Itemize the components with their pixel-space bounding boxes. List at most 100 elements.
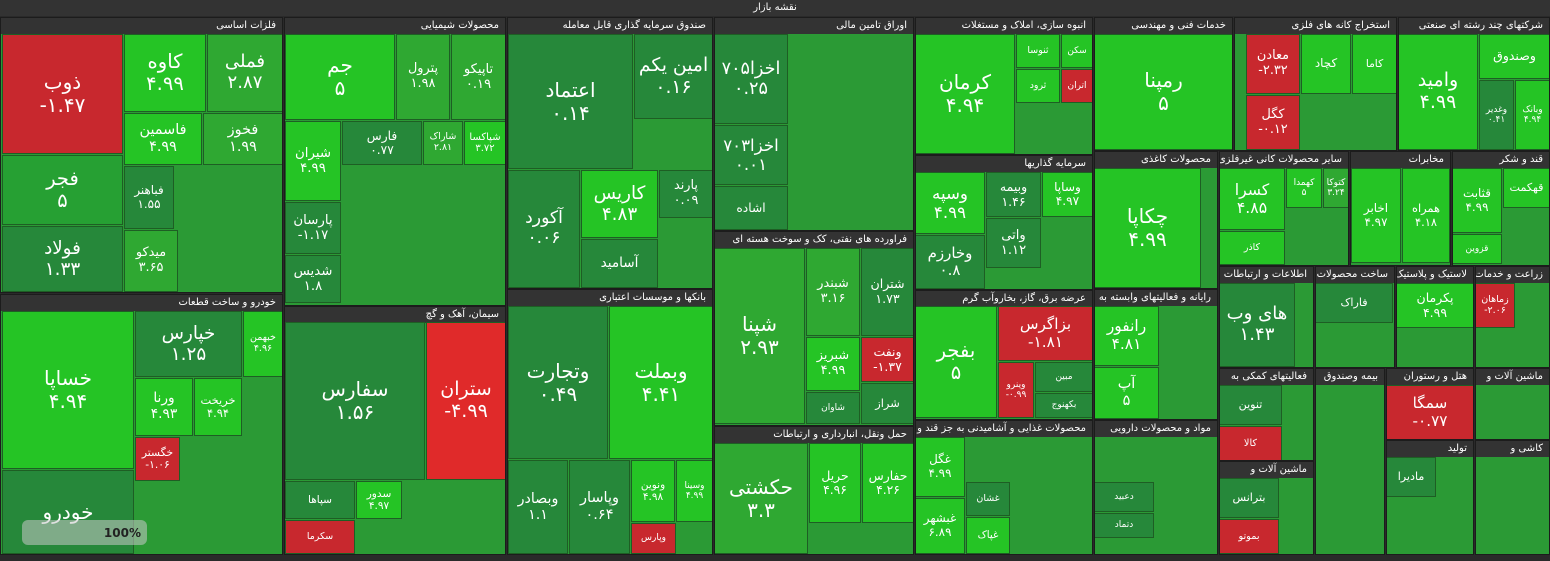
stock-tile[interactable]: سپاها (285, 481, 355, 519)
stock-tile[interactable]: پترول ۱.۹۸ (396, 34, 450, 120)
stock-tile[interactable]: های وب ۱.۴۳ (1220, 283, 1295, 367)
stock-tile[interactable]: سمگا -۰.۷۷ (1387, 385, 1473, 439)
stock-tile[interactable]: پارند ۰.۰۹ (659, 170, 712, 218)
stock-tile[interactable]: غبشهر ۶.۸۹ (916, 498, 965, 554)
stock-tile[interactable]: سکرما (285, 520, 355, 554)
stock-tile[interactable]: بفجر ۵ (916, 306, 997, 418)
stock-tile[interactable]: دعبید (1095, 482, 1154, 512)
stock-tile[interactable]: مادیرا (1387, 457, 1436, 497)
stock-tile[interactable]: آکورد ۰.۰۶ (508, 170, 580, 288)
zoom-control[interactable]: 100% (22, 520, 147, 545)
stock-tile[interactable]: سدور ۴.۹۷ (356, 481, 402, 519)
stock-tile[interactable]: ذوب -۱.۴۷ (2, 34, 123, 154)
stock-tile[interactable]: غشان (966, 482, 1010, 516)
stock-tile[interactable]: حفارس ۴.۲۶ (862, 443, 913, 523)
stock-tile[interactable]: خبهمن ۴.۹۶ (243, 311, 282, 377)
stock-tile[interactable]: وپارس (631, 523, 676, 554)
stock-tile[interactable]: فملی ۲.۸۷ (207, 34, 282, 112)
stock-tile[interactable]: اخابر ۴.۹۷ (1351, 168, 1401, 263)
stock-tile[interactable]: شتران ۱.۷۳ (861, 248, 913, 336)
stock-tile[interactable]: وتجارت ۰.۴۹ (508, 306, 608, 459)
stock-tile[interactable]: شبندر ۳.۱۶ (806, 248, 860, 336)
stock-tile[interactable]: شراز (861, 383, 913, 424)
stock-tile[interactable]: کگل -۰.۱۲ (1246, 95, 1300, 150)
stock-tile[interactable]: وبانک ۴.۹۴ (1515, 80, 1549, 150)
stock-tile[interactable]: وخارزم ۰.۸ (916, 235, 985, 289)
stock-tile[interactable]: وبملت ۴.۴۱ (609, 306, 712, 459)
stock-tile[interactable]: قثابت ۴.۹۹ (1453, 168, 1502, 233)
stock-tile[interactable]: شبریز ۴.۹۹ (806, 337, 860, 391)
stock-tile[interactable]: قزوین (1453, 234, 1502, 264)
stock-tile[interactable]: شاراک ۲.۸۱ (423, 121, 463, 165)
stock-tile[interactable]: کاذر (1220, 231, 1285, 265)
stock-tile[interactable]: شدیس ۱.۸ (285, 255, 341, 303)
stock-tile[interactable]: وبیمه ۱.۴۶ (986, 172, 1041, 217)
stock-tile[interactable]: کتوکا ۳.۲۴ (1323, 168, 1348, 208)
stock-tile[interactable]: فارس ۰.۷۷ (342, 121, 422, 165)
stock-tile[interactable]: وامید ۴.۹۹ (1399, 34, 1478, 150)
stock-tile[interactable]: فولاد ۱.۳۳ (2, 226, 123, 292)
stock-tile[interactable]: تنوین (1220, 385, 1282, 425)
stock-tile[interactable]: زماهان -۲.۰۶ (1476, 283, 1515, 328)
stock-tile[interactable]: وینرو -۰.۹۹ (998, 362, 1034, 418)
stock-tile[interactable]: غگل ۴.۹۹ (916, 437, 965, 497)
stock-tile[interactable]: وغدیر ۰.۴۱ (1479, 80, 1514, 150)
stock-tile[interactable]: حکشتی ۳.۳ (715, 443, 808, 554)
stock-tile[interactable]: آپ ۵ (1095, 367, 1159, 419)
stock-tile[interactable]: معادن -۲.۳۲ (1246, 34, 1300, 94)
stock-tile[interactable]: فاراک (1316, 283, 1393, 323)
stock-tile[interactable]: سکن (1061, 34, 1092, 68)
stock-tile[interactable]: پارسان -۱.۱۷ (285, 202, 341, 254)
stock-tile[interactable]: شپاکسا ۳.۷۲ (464, 121, 505, 165)
stock-tile[interactable]: خگستر -۱.۰۶ (135, 437, 180, 481)
stock-tile[interactable]: مبین (1035, 362, 1092, 392)
stock-tile[interactable]: اخزا۷۰۵ ۰.۲۵ (715, 34, 788, 124)
stock-tile[interactable]: همراه ۴.۱۸ (1402, 168, 1450, 263)
stock-tile[interactable]: کاریس ۴.۸۳ (581, 170, 658, 238)
stock-tile[interactable]: سفارس ۱.۵۶ (285, 322, 425, 480)
stock-tile[interactable]: شیران ۴.۹۹ (285, 121, 341, 201)
stock-tile[interactable]: حریل ۴.۹۶ (809, 443, 861, 523)
stock-tile[interactable]: بترانس (1220, 478, 1279, 518)
stock-tile[interactable]: فجر ۵ (2, 155, 123, 225)
stock-tile[interactable]: دتماد (1095, 513, 1154, 538)
stock-tile[interactable]: چکاپا ۴.۹۹ (1095, 168, 1201, 288)
stock-tile[interactable]: وپاسار ۰.۶۴ (569, 460, 630, 554)
stock-tile[interactable]: کاما (1352, 34, 1396, 94)
stock-tile[interactable]: وسپه ۴.۹۹ (916, 172, 985, 234)
stock-tile[interactable]: کرمان ۴.۹۴ (916, 34, 1015, 154)
stock-tile[interactable]: تاپیکو ۰.۱۹ (451, 34, 505, 120)
stock-tile[interactable]: اتران (1061, 69, 1092, 103)
stock-tile[interactable]: اعتماد ۰.۱۴ (508, 34, 633, 169)
stock-tile[interactable]: ثنوسا (1016, 34, 1060, 68)
stock-tile[interactable]: شپنا ۲.۹۳ (715, 248, 805, 424)
stock-tile[interactable]: بکهنوج (1035, 393, 1092, 418)
stock-tile[interactable]: بزاگرس -۱.۸۱ (998, 306, 1092, 361)
stock-tile[interactable]: رانفور ۴.۸۱ (1095, 306, 1159, 366)
stock-tile[interactable]: خساپا ۴.۹۴ (2, 311, 134, 469)
stock-tile[interactable]: قهکمت (1503, 168, 1549, 208)
stock-tile[interactable]: بموتو (1220, 519, 1279, 554)
stock-tile[interactable]: کهمدا ۵ (1286, 168, 1322, 208)
stock-tile[interactable]: غپاک (966, 517, 1010, 554)
stock-tile[interactable]: شاوان (806, 392, 860, 424)
stock-tile[interactable]: جم ۵ (285, 34, 395, 120)
stock-tile[interactable]: ونوین ۴.۹۸ (631, 460, 675, 522)
stock-tile[interactable]: آسامید (581, 239, 658, 288)
stock-tile[interactable]: خریخت ۴.۹۴ (194, 378, 242, 436)
stock-tile[interactable]: خپارس ۱.۲۵ (135, 311, 242, 377)
stock-tile[interactable]: ستران -۴.۹۹ (426, 322, 505, 480)
stock-tile[interactable]: امین یکم ۰.۱۶ (634, 34, 712, 119)
stock-tile[interactable]: ورنا ۴.۹۳ (135, 378, 193, 436)
stock-tile[interactable]: میدکو ۳.۶۵ (124, 230, 178, 292)
stock-tile[interactable]: رمپنا ۵ (1095, 34, 1232, 150)
stock-tile[interactable]: فباهنر ۱.۵۵ (124, 166, 174, 229)
stock-tile[interactable]: کالا (1220, 426, 1282, 460)
stock-tile[interactable]: وصندوق (1479, 34, 1549, 79)
stock-tile[interactable]: وسینا ۴.۹۹ (676, 460, 712, 522)
stock-tile[interactable]: کچاد (1301, 34, 1351, 94)
stock-tile[interactable]: کاوه ۴.۹۹ (124, 34, 206, 112)
stock-tile[interactable]: وساپا ۴.۹۷ (1042, 172, 1092, 217)
stock-tile[interactable]: اشاده (715, 186, 788, 230)
stock-tile[interactable]: کسرا ۴.۸۵ (1220, 168, 1285, 230)
